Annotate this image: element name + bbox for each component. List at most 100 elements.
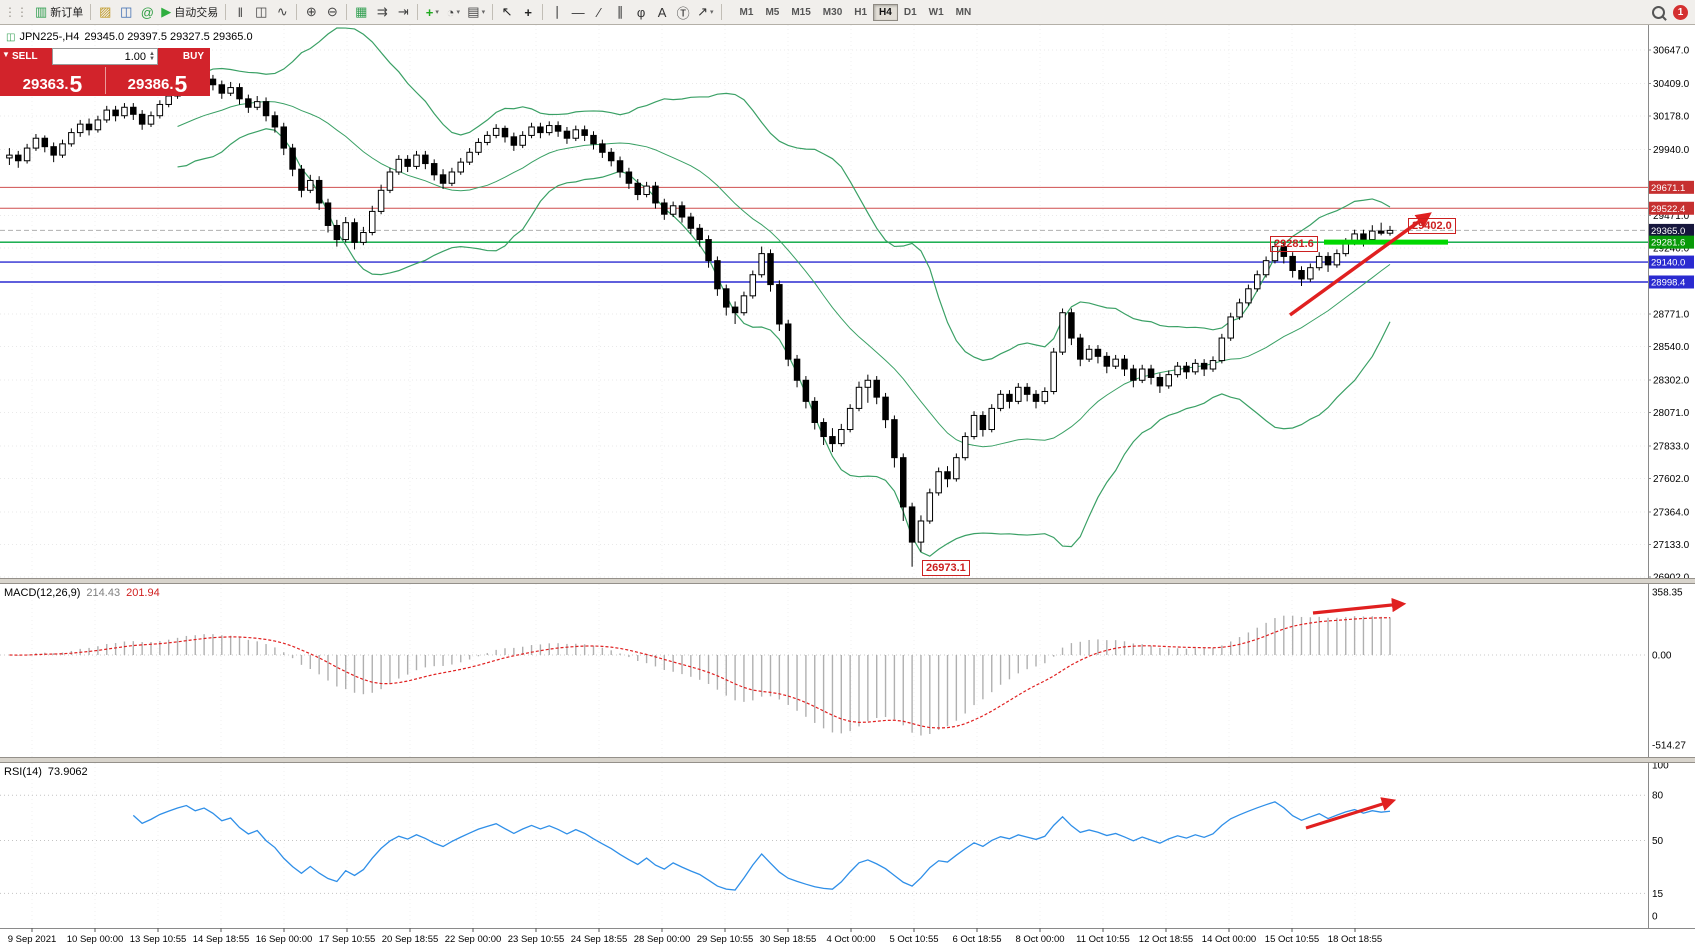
new-order-icon: ▥ — [35, 4, 48, 19]
timeframe-M5-button[interactable]: M5 — [759, 4, 785, 21]
horizontal-line-button[interactable]: — — [568, 2, 588, 22]
svg-text:-514.27: -514.27 — [1652, 741, 1686, 752]
one-click-collapse-icon[interactable]: ▼ — [2, 50, 10, 59]
timeframe-bar: M1 M5 M15 M30 H1 H4 D1 W1 MN — [734, 3, 978, 21]
trend-arrow[interactable] — [1312, 597, 1407, 615]
toolbar-separator — [542, 4, 544, 20]
channel-button[interactable]: ∥ — [610, 2, 630, 22]
svg-text:0.00: 0.00 — [1652, 651, 1672, 662]
time-axis: 9 Sep 2021 10 Sep 00:00 13 Sep 10:55 14 Sep… — [8, 928, 1382, 945]
chart-candles-button[interactable]: ◫ — [251, 2, 271, 22]
volume-input[interactable]: 1.00 ▲ ▼ — [52, 48, 158, 65]
buy-button[interactable]: 29386. 5 — [105, 65, 210, 96]
zoom-in-button[interactable]: ⊕ — [301, 2, 321, 22]
panel-separator[interactable] — [0, 578, 1695, 584]
svg-text:28 Sep 00:00: 28 Sep 00:00 — [634, 934, 691, 945]
timeframe-D1-button[interactable]: D1 — [898, 4, 923, 21]
chevron-down-icon: ▾ — [435, 9, 439, 16]
price-chart-svg[interactable]: 358.35 0.00 -514.27 100 80 50 15 0 30647.0 30409.… — [0, 25, 1695, 945]
svg-text:358.35: 358.35 — [1652, 588, 1683, 599]
toolbar-separator — [90, 4, 92, 20]
svg-text:8 Oct 00:00: 8 Oct 00:00 — [1015, 934, 1064, 945]
chart-shift-button[interactable]: ⇥ — [393, 2, 413, 22]
search-icon[interactable] — [1652, 5, 1665, 19]
svg-text:27364.0: 27364.0 — [1653, 507, 1690, 518]
metaeditor-button[interactable]: ▨ — [95, 2, 115, 22]
timeframe-H4-button[interactable]: H4 — [873, 3, 898, 21]
svg-text:29140.0: 29140.0 — [1651, 258, 1685, 269]
svg-text:5 Oct 10:55: 5 Oct 10:55 — [889, 934, 938, 945]
new-order-button[interactable]: ▥ 新订单 — [32, 2, 86, 22]
vertical-line-icon: ∣ — [553, 4, 561, 19]
toolbar-grip[interactable]: ⋮⋮ — [4, 5, 28, 19]
notification-badge[interactable]: 1 — [1673, 4, 1688, 20]
timeframe-M15-button[interactable]: M15 — [785, 4, 816, 21]
horizontal-line-icon: — — [571, 4, 585, 20]
toolbar-separator — [296, 4, 298, 20]
arrows-button[interactable]: ↗ ▾ — [694, 2, 716, 22]
price-annotation[interactable]: 29281.6 — [1270, 236, 1318, 252]
sell-button[interactable]: 29363. 5 — [0, 65, 105, 96]
chart-line-button[interactable]: ∿ — [272, 2, 292, 22]
timeframe-MN-button[interactable]: MN — [950, 4, 978, 21]
auto-trading-button[interactable]: ▶ 自动交易 — [158, 2, 221, 22]
svg-text:28071.0: 28071.0 — [1653, 408, 1690, 419]
toolbar-separator — [720, 4, 722, 20]
buy-price: 29386. — [127, 76, 174, 93]
timeframe-M1-button[interactable]: M1 — [734, 4, 760, 21]
buy-button-label: BUY — [158, 48, 210, 65]
support-segment[interactable] — [1324, 239, 1448, 245]
svg-text:27833.0: 27833.0 — [1653, 441, 1690, 452]
new-order-label: 新订单 — [50, 7, 84, 19]
tile-windows-button[interactable]: ▦ — [351, 2, 371, 22]
trendline-button[interactable]: ∕ — [589, 2, 609, 22]
trend-arrow[interactable] — [1288, 212, 1432, 317]
svg-text:13 Sep 10:55: 13 Sep 10:55 — [130, 934, 187, 945]
label-icon: Ⓣ — [676, 5, 690, 21]
zoom-out-button[interactable]: ⊖ — [322, 2, 342, 22]
timeframe-M30-button[interactable]: M30 — [817, 4, 848, 21]
svg-text:27602.0: 27602.0 — [1653, 474, 1690, 485]
trend-arrow[interactable] — [1305, 797, 1397, 830]
symbol-title: JPN225-,H4 — [19, 31, 80, 43]
auto-scroll-icon: ⇉ — [376, 4, 388, 19]
chevron-down-icon: ▾ — [456, 9, 460, 16]
chart-bars-icon: ‖ — [237, 4, 243, 20]
timeframe-W1-button[interactable]: W1 — [923, 4, 950, 21]
chart-bars-button[interactable]: ‖ — [230, 2, 250, 22]
cursor-button[interactable]: ↖ — [497, 2, 517, 22]
periods-button[interactable]: ◔ ▾ — [443, 2, 463, 22]
svg-text:9 Sep 2021: 9 Sep 2021 — [8, 934, 57, 945]
svg-text:26902.0: 26902.0 — [1653, 572, 1690, 583]
price-badge — [1649, 255, 1694, 269]
svg-text:11 Oct 10:55: 11 Oct 10:55 — [1076, 934, 1130, 945]
svg-text:0: 0 — [1652, 912, 1658, 923]
label-button[interactable]: Ⓣ — [673, 2, 693, 22]
macd-signal-value: 201.94 — [126, 587, 160, 599]
indicators-button[interactable]: + ▾ — [422, 2, 442, 22]
svg-text:18 Oct 18:55: 18 Oct 18:55 — [1328, 934, 1382, 945]
fibonacci-button[interactable]: φ — [631, 2, 651, 22]
svg-text:12 Oct 18:55: 12 Oct 18:55 — [1139, 934, 1193, 945]
candlestick-series — [6, 73, 1394, 567]
svg-text:30 Sep 18:55: 30 Sep 18:55 — [760, 934, 817, 945]
crosshair-icon: + — [524, 4, 532, 20]
volume-spinner[interactable]: ▲ ▼ — [149, 50, 155, 62]
panel-separator[interactable] — [0, 757, 1695, 763]
text-button[interactable]: A — [652, 2, 672, 22]
market-watch-button[interactable]: ◫ — [116, 2, 136, 22]
templates-button[interactable]: ▤ ▾ — [464, 2, 488, 22]
auto-scroll-button[interactable]: ⇉ — [372, 2, 392, 22]
svg-text:29940.0: 29940.0 — [1653, 145, 1690, 156]
price-annotation[interactable]: 26973.1 — [922, 560, 970, 576]
svg-text:80: 80 — [1652, 791, 1664, 802]
crosshair-button[interactable]: + — [518, 2, 538, 22]
vertical-line-button[interactable]: ∣ — [547, 2, 567, 22]
community-button[interactable]: @ — [137, 2, 157, 22]
timeframe-H1-button[interactable]: H1 — [848, 4, 873, 21]
price-annotation[interactable]: 29402.0 — [1408, 218, 1456, 234]
text-icon: A — [657, 4, 667, 20]
channel-icon: ∥ — [616, 4, 624, 19]
chart-shift-icon: ⇥ — [397, 4, 409, 19]
svg-text:29522.4: 29522.4 — [1651, 204, 1685, 215]
